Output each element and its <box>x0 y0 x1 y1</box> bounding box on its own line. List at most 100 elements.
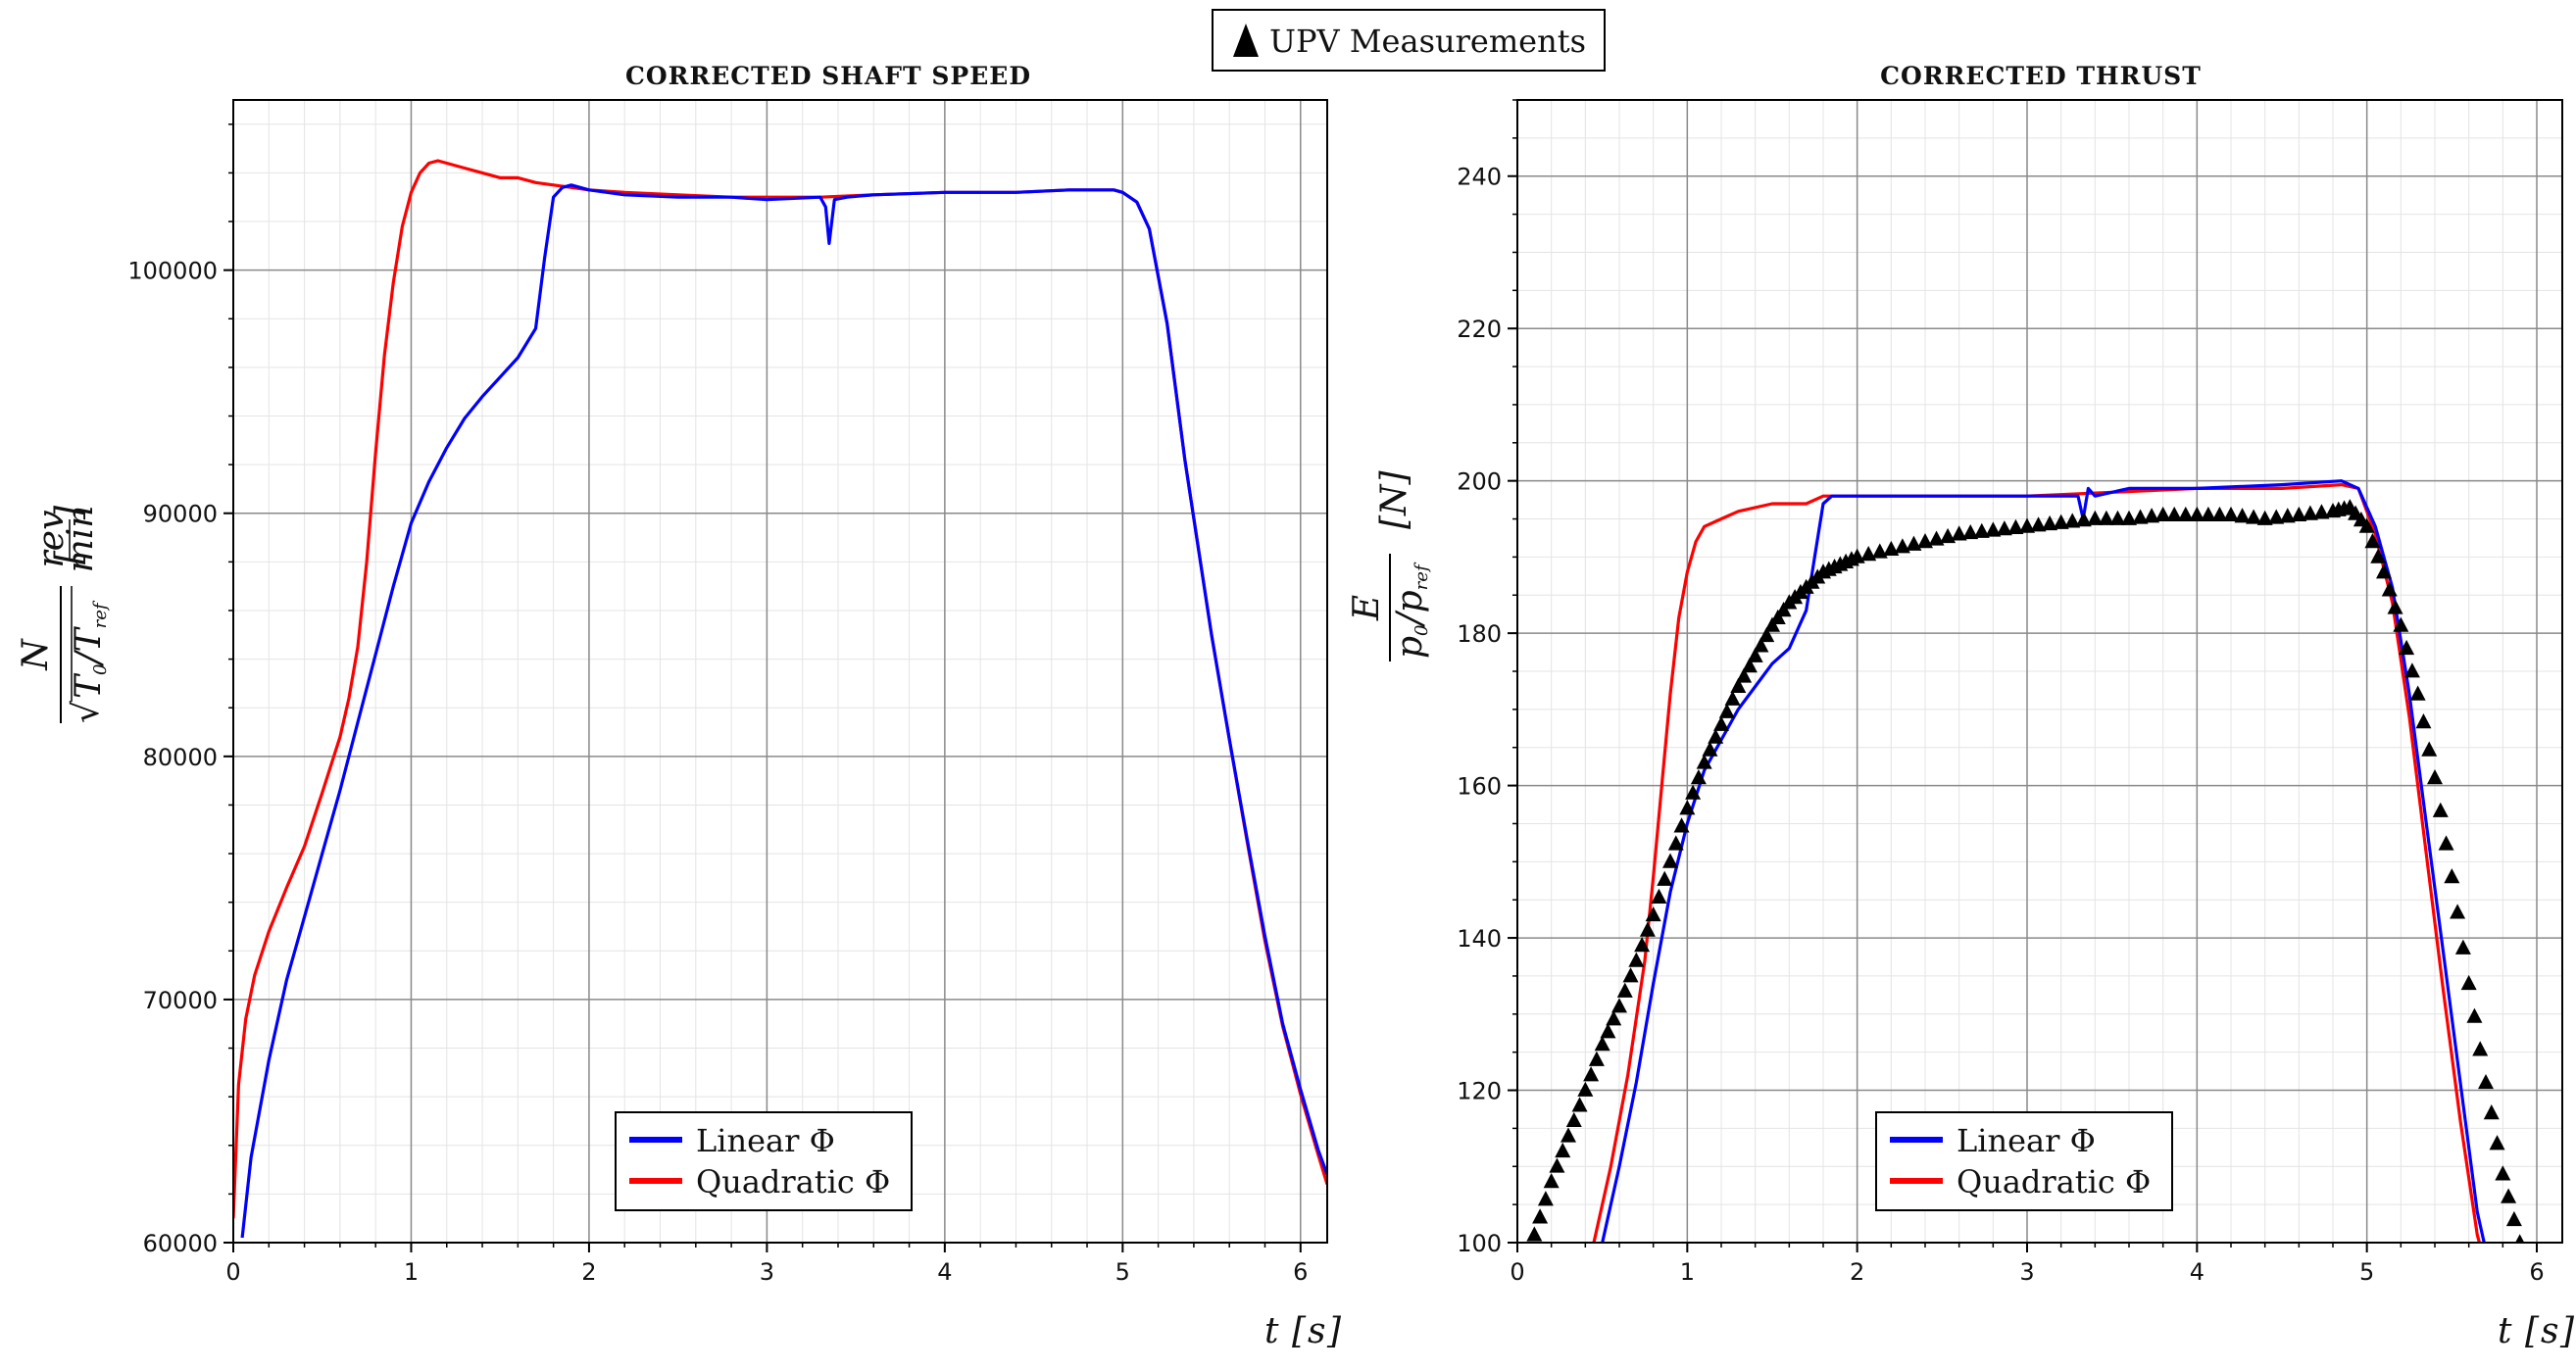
svg-text:t: t <box>2498 1311 2512 1351</box>
upv-point <box>1532 1208 1549 1224</box>
upv-point <box>2189 506 2205 522</box>
upv-point <box>2132 509 2149 524</box>
upv-point <box>2387 599 2403 614</box>
shaft-speed-xlabel: t [ s ] <box>1264 1311 1342 1351</box>
upv-point <box>1951 525 1967 541</box>
upv-point <box>2098 510 2114 525</box>
upv-point <box>2121 510 2137 525</box>
x-tick-label: 0 <box>1510 1258 1524 1286</box>
upv-point <box>1917 533 1933 549</box>
upv-point <box>1600 1023 1616 1039</box>
quadratic-line <box>233 159 1327 1219</box>
thrust-ticks: 0 1 2 3 4 5 6 100 120 140 160 180 200 220 240 <box>1457 99 2545 1286</box>
upv-point <box>2495 1165 2511 1181</box>
upv-point <box>1571 1097 1588 1112</box>
svg-text:p0/pref: p0/pref <box>1390 562 1432 659</box>
upv-point <box>2427 769 2443 785</box>
upv-point <box>1685 784 1702 800</box>
upv-point <box>2302 505 2318 520</box>
upv-point <box>1662 853 1678 868</box>
upv-point <box>1639 921 1656 937</box>
upv-measurements-markers <box>1526 499 2525 1243</box>
thrust-legend-box <box>1875 1111 2173 1211</box>
x-tick-label: 4 <box>937 1258 952 1286</box>
upv-point <box>2478 1073 2494 1090</box>
upv-point <box>1736 667 1753 683</box>
upv-point <box>1718 703 1735 718</box>
upv-point <box>1713 715 1729 731</box>
upv-point <box>1560 1127 1576 1143</box>
x-tick-label: 2 <box>581 1258 596 1286</box>
upv-point <box>2450 904 2466 919</box>
upv-point <box>1747 647 1763 662</box>
shaft-speed-title: CORRECTED SHAFT SPEED <box>625 62 1031 90</box>
upv-point <box>2256 510 2273 525</box>
y-tick-label: 160 <box>1457 773 1502 801</box>
upv-point <box>1894 538 1910 554</box>
svg-text:√: √ <box>67 701 107 723</box>
upv-point <box>1724 690 1741 706</box>
svg-text:[: [ <box>2525 1311 2540 1351</box>
upv-point <box>1583 1066 1600 1082</box>
x-tick-label: 0 <box>225 1258 240 1286</box>
x-tick-label: 2 <box>1850 1258 1864 1286</box>
upv-point <box>1543 1173 1560 1189</box>
svg-text:s: s <box>1308 1311 1325 1351</box>
upv-point <box>2381 581 2398 597</box>
black-triangle-icon <box>1233 24 1259 57</box>
upv-point <box>1657 870 1673 886</box>
y-tick-label: 140 <box>1457 925 1502 953</box>
upv-point <box>2064 513 2081 528</box>
y-tick-label: 90000 <box>143 501 218 528</box>
upv-point <box>2166 506 2183 522</box>
x-tick-label: 5 <box>2359 1258 2374 1286</box>
svg-text:E: E <box>1347 595 1387 621</box>
upv-point <box>2223 506 2239 522</box>
shaft-speed-legend: Linear Φ Quadratic Φ <box>615 1111 913 1211</box>
upv-point <box>2483 1104 2500 1120</box>
upv-point <box>1696 754 1712 769</box>
upv-point <box>1940 527 1957 544</box>
thrust-ylabel: E p0/pref [N] <box>1347 469 1432 661</box>
upv-point <box>2444 868 2460 884</box>
upv-point <box>1769 609 1786 624</box>
thrust-legend: Linear Φ Quadratic Φ <box>1875 1111 2173 1211</box>
upv-point <box>2019 517 2035 533</box>
upv-point <box>1928 530 1945 546</box>
upv-point <box>1753 637 1769 653</box>
shaft-speed-ylabel: N √ T0/Tref rev min [ ] <box>16 505 111 723</box>
upv-point <box>2454 939 2471 955</box>
upv-point <box>2393 616 2409 632</box>
upv-point <box>1611 998 1627 1013</box>
upv-point <box>1645 906 1661 922</box>
upv-point <box>1996 520 2012 536</box>
upv-point <box>2515 1234 2525 1243</box>
upv-point <box>2291 506 2307 522</box>
shaft-speed-chart: CORRECTED SHAFT SPEED 0 1 2 3 4 5 6 60000 70000 8… <box>16 62 1342 1351</box>
svg-text:T0/Tref: T0/Tref <box>69 600 111 699</box>
upv-point <box>2409 685 2426 701</box>
upv-point <box>2376 563 2392 579</box>
x-tick-label: 4 <box>2190 1258 2204 1286</box>
thrust-quadratic-legend-label: Quadratic Φ <box>1957 1163 2151 1200</box>
upv-point <box>1962 523 1979 540</box>
upv-point <box>2007 518 2024 535</box>
upv-point <box>1690 769 1707 785</box>
upv-point <box>1606 1010 1622 1026</box>
upv-point <box>2489 1135 2505 1151</box>
upv-point <box>1588 1051 1605 1066</box>
upv-point <box>1741 658 1758 673</box>
svg-text:]: ] <box>2559 1311 2575 1351</box>
shaft-speed-plot-frame <box>232 99 1328 1244</box>
x-tick-label: 6 <box>2529 1258 2544 1286</box>
upv-point <box>1860 546 1877 562</box>
upv-point <box>2234 508 2251 523</box>
upv-point <box>1616 982 1633 998</box>
upv-point <box>2109 510 2126 525</box>
y-tick-label: 200 <box>1457 468 1502 496</box>
upv-point <box>1871 543 1888 559</box>
upv-point <box>1577 1081 1594 1097</box>
thrust-chart: CORRECTED THRUST 0 1 2 3 4 5 6 100 120 140 160 180 2… <box>1347 62 2575 1351</box>
upv-point <box>1537 1191 1554 1206</box>
upv-point <box>2200 506 2216 522</box>
